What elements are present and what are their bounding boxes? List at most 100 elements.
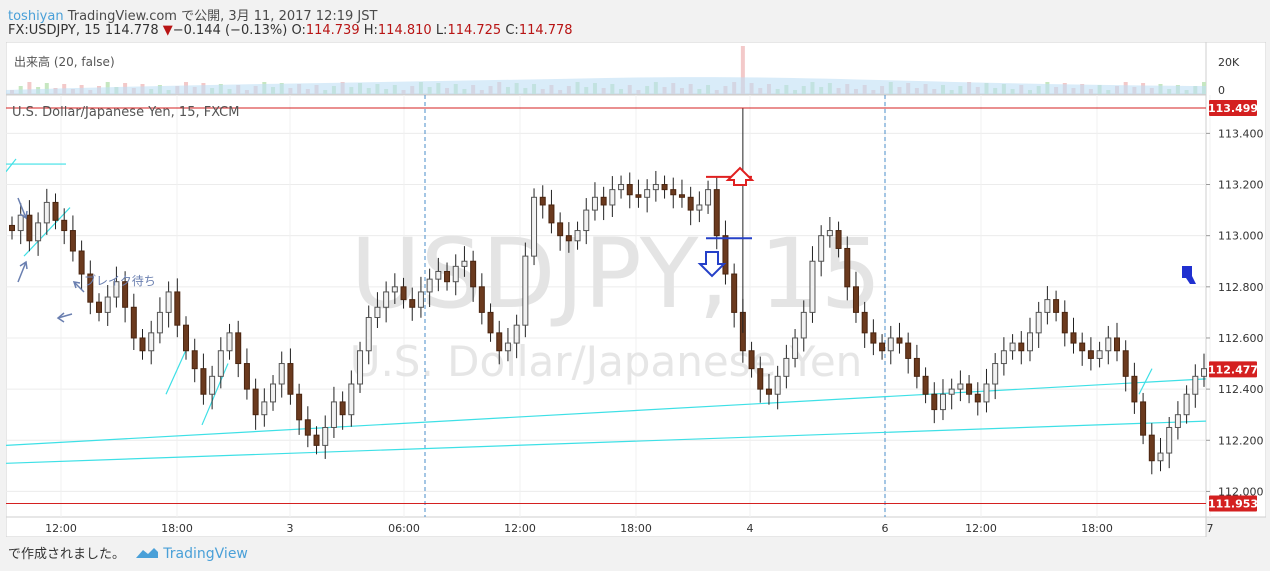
last-price: 114.778 xyxy=(104,23,159,38)
candle-body xyxy=(1174,414,1181,428)
candle-body xyxy=(644,189,651,198)
candle-body xyxy=(191,350,198,370)
price-axis[interactable]: 113.400 113.200 113.000 112.800 112.600 112.4… xyxy=(1206,127,1264,498)
time-axis[interactable]: 12:00 18:00 3 06:00 12:00 18:00 4 6 12:00 18:00 7 xyxy=(45,522,1213,535)
candle-body xyxy=(496,332,503,352)
candle-body xyxy=(809,260,816,313)
tradingview-logo-icon[interactable] xyxy=(135,546,159,564)
candle-body xyxy=(792,337,799,359)
candle-body xyxy=(339,401,346,416)
candle-body xyxy=(635,194,642,198)
candle-body xyxy=(1166,426,1173,454)
candle-body xyxy=(417,291,424,308)
candle-body xyxy=(757,368,764,390)
candle-body xyxy=(1061,311,1068,334)
candle-body xyxy=(1148,434,1155,462)
low-value: 114.725 xyxy=(447,23,502,38)
candle-body xyxy=(156,311,163,334)
pointer-arrow-head xyxy=(19,260,28,270)
candle-body xyxy=(1201,368,1207,377)
trend-seg xyxy=(165,345,189,395)
price-tag-label: 111.953 xyxy=(1208,497,1258,510)
trend-lines xyxy=(5,158,1207,464)
candle-body xyxy=(983,383,990,403)
x-tick-label: 18:00 xyxy=(1081,522,1113,535)
change-arrow: ▼ xyxy=(162,23,173,38)
candle-body xyxy=(826,230,833,237)
volume-axis-zero: 0 xyxy=(1218,84,1225,97)
candle-body xyxy=(1053,299,1060,313)
candle-body xyxy=(513,324,520,344)
candle-body xyxy=(235,332,242,365)
candle-body xyxy=(1096,350,1103,359)
candle-body xyxy=(444,270,451,283)
symbol-line: FX:USDJPY, 15 114.778 ▼−0.144 (−0.13%) O… xyxy=(8,23,573,38)
candle-body xyxy=(478,286,485,313)
candle-body xyxy=(583,209,590,232)
candle-body xyxy=(861,311,868,334)
price-tag-label: 112.477 xyxy=(1208,363,1258,376)
pointer-arrow-icon xyxy=(17,261,27,283)
candle-body xyxy=(652,184,659,191)
candle-body xyxy=(574,230,581,242)
candle-body xyxy=(461,260,468,267)
price-axis-bg xyxy=(1205,41,1267,518)
candle-body xyxy=(261,401,268,416)
candle-body xyxy=(52,201,59,221)
tradingview-brand-link[interactable]: TradingView xyxy=(163,546,248,562)
volume-bar xyxy=(27,82,32,94)
candle-body xyxy=(296,393,303,421)
candle-body xyxy=(348,383,355,416)
candle-body xyxy=(783,357,790,377)
price-chart[interactable]: USDJPY, 15 U.S. Dollar/Japanese Yen 113.… xyxy=(5,41,1267,538)
candle-body xyxy=(1026,332,1033,352)
x-tick-label: 06:00 xyxy=(388,522,420,535)
y-tick-label: 112.000 xyxy=(1218,485,1264,498)
price-tag-bg xyxy=(1209,100,1257,117)
candle-body xyxy=(1079,342,1086,352)
candle-body xyxy=(887,337,894,352)
pointer-arrow-head xyxy=(19,210,28,220)
candle-body xyxy=(1157,452,1164,462)
x-tick-label: 18:00 xyxy=(161,522,193,535)
volume-ma-area xyxy=(6,77,1206,94)
candle-body xyxy=(844,247,851,288)
y-tick-label: 112.800 xyxy=(1218,281,1264,294)
chart-area[interactable]: USDJPY, 15 U.S. Dollar/Japanese Yen 113.… xyxy=(5,41,1267,538)
candle-body xyxy=(400,286,407,301)
candle-body xyxy=(104,296,111,313)
candle-body xyxy=(252,388,259,416)
drawings xyxy=(6,107,1206,504)
open-value: 114.739 xyxy=(305,23,360,38)
candle-body xyxy=(1192,375,1199,395)
candle-body xyxy=(1105,337,1112,352)
candle-body xyxy=(1183,393,1190,416)
candle-body xyxy=(966,383,973,395)
candle-body xyxy=(687,196,694,211)
candle-body xyxy=(165,291,172,313)
candle-body xyxy=(9,224,15,232)
candle-body xyxy=(96,301,103,313)
candle-body xyxy=(17,214,24,232)
author-name[interactable]: toshiyan xyxy=(8,9,64,24)
x-tick-label: 12:00 xyxy=(45,522,77,535)
candle-body xyxy=(209,375,216,395)
chart-title: U.S. Dollar/Japanese Yen, 15, FXCM xyxy=(12,105,239,120)
thumbs-down-icon xyxy=(1182,266,1196,284)
candle-body xyxy=(670,189,677,196)
candle-body xyxy=(435,270,442,280)
candle-body xyxy=(600,196,607,206)
y-tick-label: 112.200 xyxy=(1218,434,1264,447)
candle-body xyxy=(87,273,94,303)
grid-lines xyxy=(6,95,1211,517)
candle-body xyxy=(1122,350,1129,377)
x-tick-label: 18:00 xyxy=(620,522,652,535)
candle-body xyxy=(391,286,398,293)
candle-body xyxy=(26,214,33,242)
candle-body xyxy=(557,222,564,237)
up-arrow-icon xyxy=(725,166,755,186)
x-tick-label: 4 xyxy=(747,522,754,535)
down-arrow-icon xyxy=(697,251,727,278)
price-tag-bg xyxy=(1209,495,1257,512)
candle-body xyxy=(722,235,729,275)
